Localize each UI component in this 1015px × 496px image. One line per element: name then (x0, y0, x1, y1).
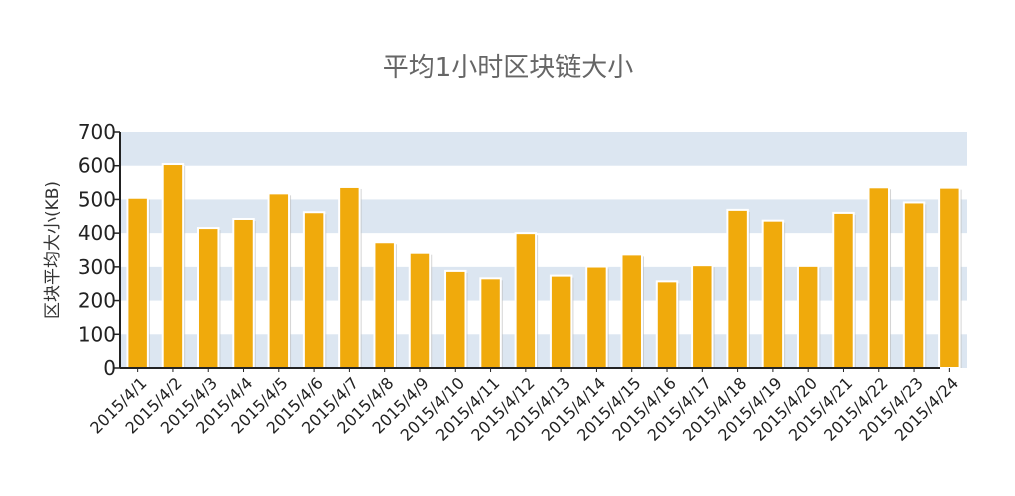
bar (479, 277, 502, 370)
bar (267, 192, 291, 369)
bar (726, 208, 749, 369)
bar (549, 274, 573, 370)
bar (444, 269, 467, 370)
y-tick-label: 700 (78, 120, 116, 144)
axes (119, 132, 940, 369)
bar (302, 211, 326, 369)
y-tick-label: 300 (78, 255, 116, 279)
y-tick-label: 500 (78, 187, 116, 211)
bar (585, 265, 608, 369)
bar (902, 201, 926, 369)
bar (761, 219, 785, 369)
y-tick-label: 200 (78, 289, 116, 313)
y-tick-label: 600 (78, 154, 116, 178)
grid-band (120, 132, 967, 166)
grid-bands (120, 132, 967, 368)
chart-title: 平均1小时区块链大小 (383, 53, 634, 83)
bar (832, 211, 855, 369)
bar (691, 264, 714, 369)
bar (655, 280, 679, 369)
bar (373, 241, 396, 369)
y-tick-label: 100 (78, 322, 116, 346)
y-tick-label: 0 (103, 356, 116, 380)
bar (867, 186, 891, 369)
bar (938, 186, 961, 369)
bar (796, 264, 820, 369)
bar (232, 217, 255, 369)
bar (126, 196, 149, 369)
bar (514, 232, 538, 369)
bar (620, 253, 643, 369)
bar (408, 251, 432, 369)
grid-band (120, 334, 967, 368)
y-axis-label: 区块平均大小(KB) (43, 181, 63, 319)
x-ticks: 2015/4/12015/4/22015/4/32015/4/42015/4/5… (86, 368, 962, 445)
y-ticks: 0 100 200 300 400 500 600 700 (78, 120, 120, 380)
y-tick-label: 400 (78, 221, 116, 245)
grid-band (120, 266, 967, 301)
bar (338, 185, 361, 369)
bar (196, 227, 220, 369)
grid-band (120, 199, 967, 234)
bar (161, 163, 185, 369)
